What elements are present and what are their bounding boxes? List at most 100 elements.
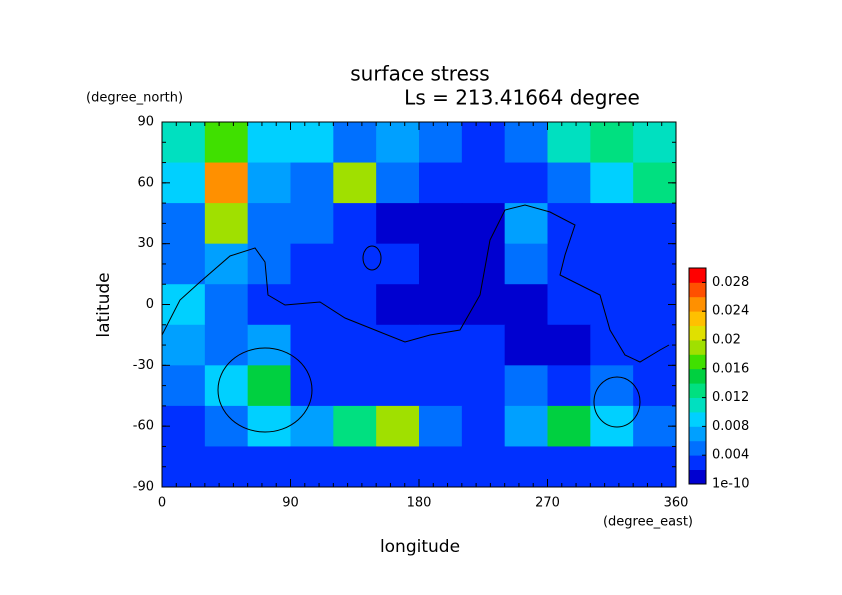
field-cell <box>376 162 420 204</box>
field-cell <box>290 203 334 245</box>
field-cell <box>633 243 676 285</box>
field-cell <box>504 162 549 204</box>
colorbar-segment <box>689 368 706 384</box>
field-cell <box>504 365 549 407</box>
field-cell <box>547 203 591 245</box>
field-cell <box>376 405 420 448</box>
field-cell <box>247 162 292 204</box>
field-cell <box>504 446 549 487</box>
field-cell <box>162 122 206 164</box>
field-cell <box>590 324 634 366</box>
field-cell <box>162 243 206 285</box>
field-cell <box>204 243 249 285</box>
field-cell <box>419 284 463 326</box>
field-cell <box>204 324 249 366</box>
field-cell <box>419 365 463 407</box>
colorbar-segment <box>689 282 706 298</box>
field-cell <box>333 162 377 204</box>
colorbar-segment <box>689 268 706 283</box>
field-cell <box>547 122 591 164</box>
field-cell <box>333 405 377 448</box>
field <box>162 122 676 487</box>
field-cell <box>376 324 420 366</box>
field-cell <box>247 243 292 285</box>
field-cell <box>590 203 634 245</box>
field-cell <box>376 122 420 164</box>
colorbar-frame <box>688 267 707 485</box>
colorbar-segment <box>689 440 706 456</box>
field-cell <box>461 122 506 164</box>
field-cell <box>333 324 377 366</box>
y-tick-label: 0 <box>146 297 154 312</box>
field-cell <box>333 203 377 245</box>
field-cell <box>547 365 591 407</box>
field-cell <box>547 284 591 326</box>
field-cell <box>633 122 676 164</box>
field-cell <box>162 446 206 487</box>
field-cell <box>204 162 249 204</box>
field-cell <box>290 243 334 285</box>
field-cell <box>590 162 634 204</box>
contour-line <box>161 204 670 363</box>
field-cell <box>419 324 463 366</box>
field-cell <box>419 122 463 164</box>
field-cell <box>333 365 377 407</box>
contour-line <box>362 245 382 271</box>
field-cell <box>204 365 249 407</box>
field-cell <box>461 284 506 326</box>
chart-title: surface stress <box>350 62 489 86</box>
field-cell <box>204 446 249 487</box>
field-cell <box>247 365 292 407</box>
colorbar-segment <box>689 397 706 413</box>
contour-line <box>593 376 641 428</box>
colorbar-tick-label: 0.008 <box>712 419 749 434</box>
field-cell <box>247 405 292 448</box>
field-cell <box>290 405 334 448</box>
field-cell <box>290 162 334 204</box>
y-unit: (degree_north) <box>86 91 183 106</box>
colorbar-segment <box>689 383 706 398</box>
field-cell <box>162 365 206 407</box>
field-cell <box>290 324 334 366</box>
field-cell <box>504 122 549 164</box>
y-axis-label: latitude <box>94 272 114 337</box>
field-cell <box>461 203 506 245</box>
field-cell <box>504 284 549 326</box>
field-cell <box>419 405 463 448</box>
y-tick-label: -30 <box>133 358 154 373</box>
y-tick-label: 60 <box>137 175 154 190</box>
field-cell <box>461 162 506 204</box>
contour-line <box>217 347 313 433</box>
colorbar-tick-label: 1e-10 <box>712 477 750 492</box>
x-tick-label: 0 <box>158 496 166 511</box>
field-cell <box>504 243 549 285</box>
colorbar-segment <box>689 412 706 427</box>
x-tick-label: 180 <box>407 496 432 511</box>
field-cell <box>247 446 292 487</box>
colorbar-tick-label: 0.028 <box>712 275 749 290</box>
field-cell <box>419 203 463 245</box>
y-tick-label: 30 <box>137 236 154 251</box>
field-cell <box>633 446 676 487</box>
colorbar-tick-label: 0.024 <box>712 304 749 319</box>
field-cell <box>290 122 334 164</box>
field-cell <box>333 122 377 164</box>
field-cell <box>290 446 334 487</box>
field-cell <box>590 365 634 407</box>
field-cell <box>204 203 249 245</box>
field-cell <box>204 284 249 326</box>
field-cell <box>376 243 420 285</box>
field-cell <box>419 446 463 487</box>
field-cell <box>504 324 549 366</box>
field-cell <box>247 122 292 164</box>
field-cell <box>590 446 634 487</box>
field-cell <box>419 243 463 285</box>
field-cell <box>547 405 591 448</box>
colorbar-segment <box>689 426 706 442</box>
colorbar-segment <box>689 354 706 370</box>
x-tick-label: 360 <box>664 496 689 511</box>
field-cell <box>461 243 506 285</box>
field-cell <box>504 203 549 245</box>
field-cell <box>504 405 549 448</box>
